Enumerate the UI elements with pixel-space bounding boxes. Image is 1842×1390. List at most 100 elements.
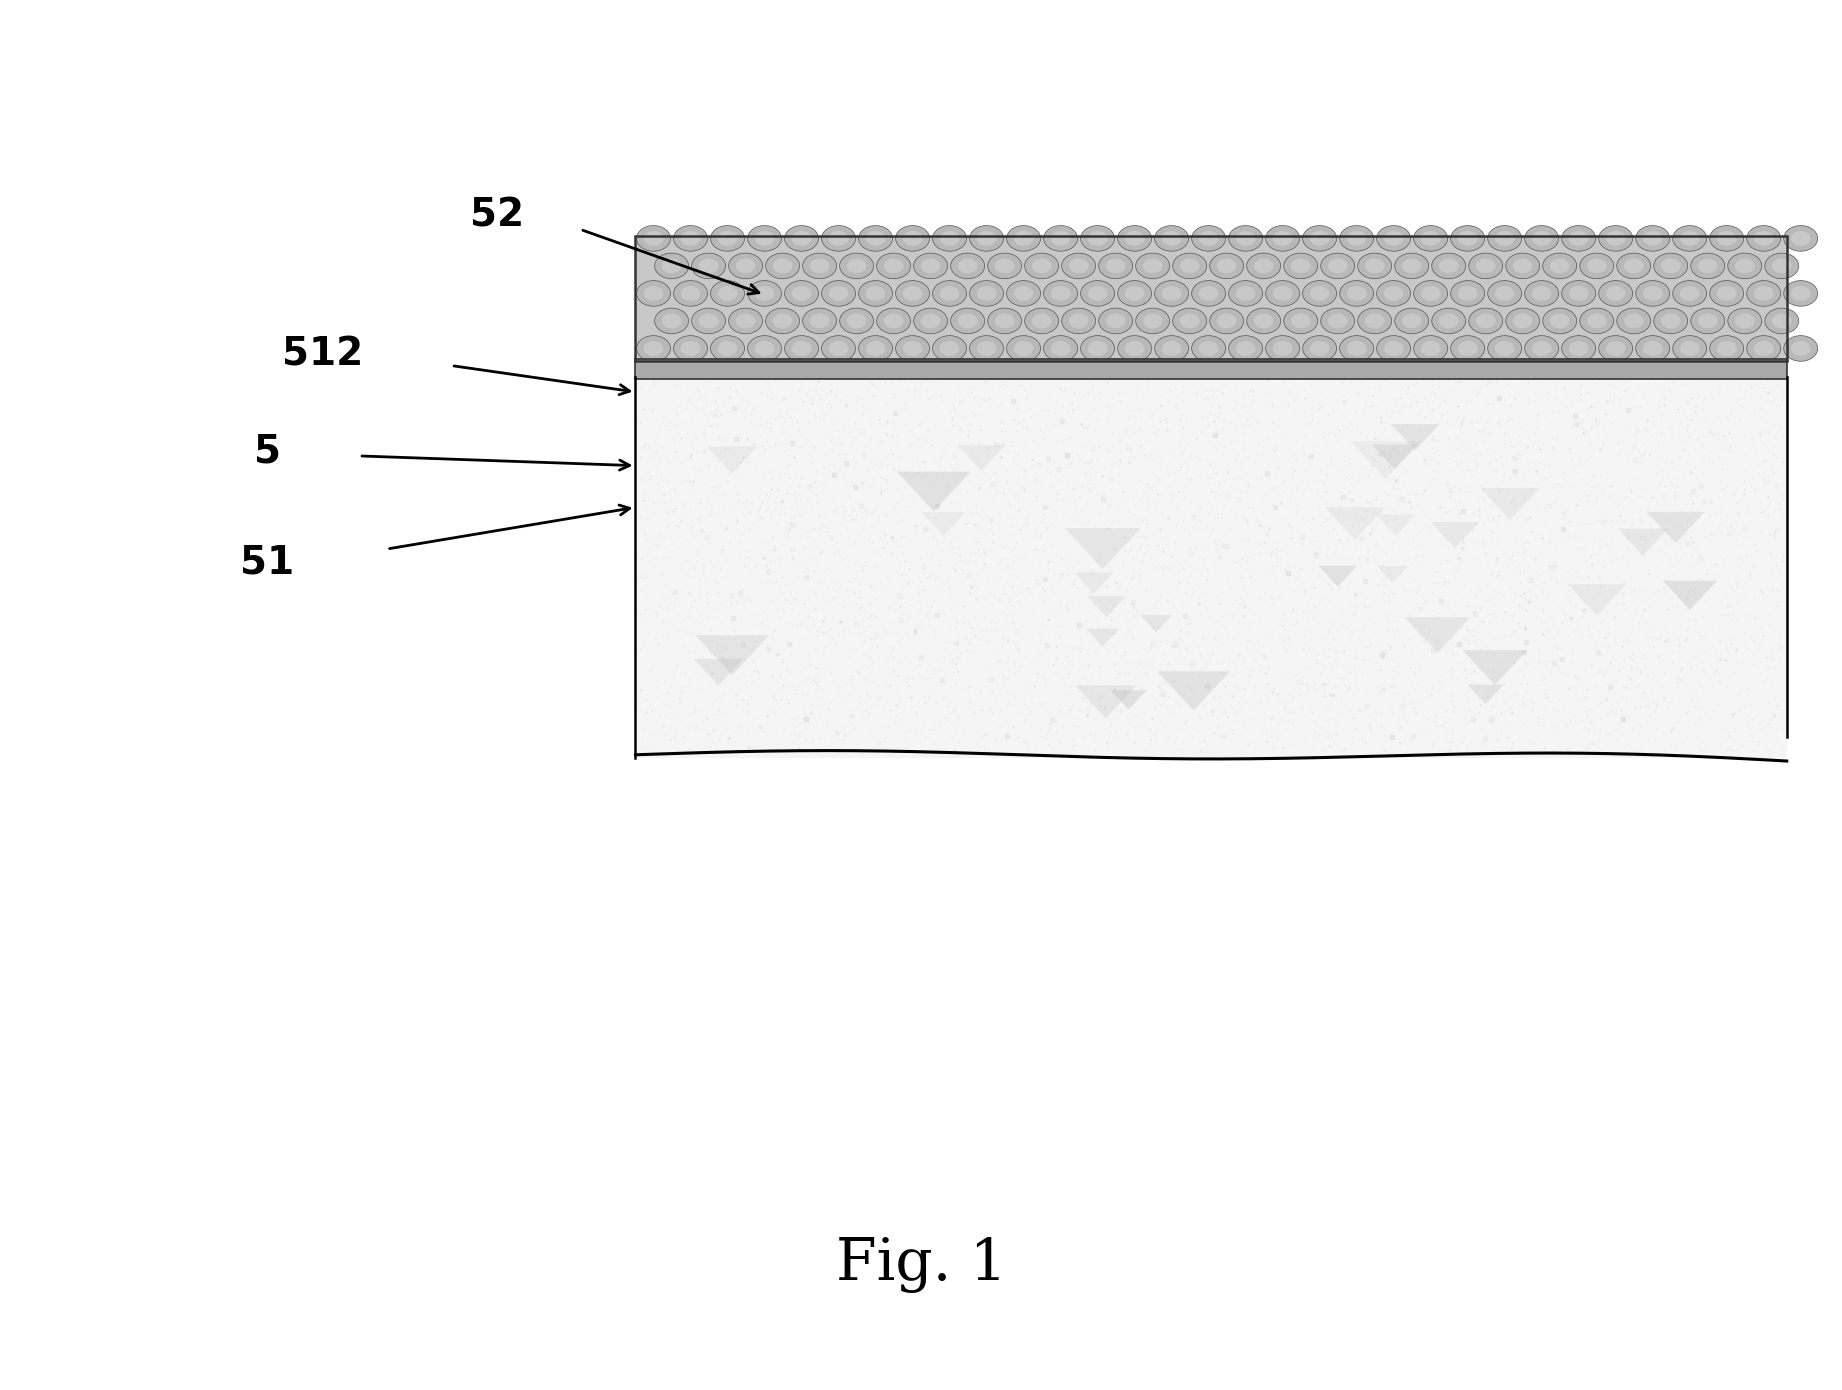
Circle shape <box>1625 314 1643 328</box>
Circle shape <box>711 281 744 306</box>
Circle shape <box>877 309 910 334</box>
Circle shape <box>1006 281 1041 306</box>
Circle shape <box>661 314 682 328</box>
Circle shape <box>1728 309 1761 334</box>
Circle shape <box>1383 341 1404 356</box>
Circle shape <box>1302 225 1337 252</box>
Circle shape <box>792 341 812 356</box>
Circle shape <box>1358 309 1393 334</box>
Circle shape <box>950 309 985 334</box>
Circle shape <box>772 314 792 328</box>
Circle shape <box>1310 286 1330 300</box>
Circle shape <box>1709 281 1744 306</box>
Circle shape <box>829 341 849 356</box>
Circle shape <box>1118 281 1151 306</box>
Circle shape <box>1451 335 1485 361</box>
Polygon shape <box>1350 441 1420 480</box>
Circle shape <box>1643 231 1663 246</box>
Circle shape <box>1525 225 1558 252</box>
Circle shape <box>1754 341 1774 356</box>
Polygon shape <box>1140 616 1172 632</box>
Circle shape <box>822 281 855 306</box>
Polygon shape <box>921 512 965 537</box>
Circle shape <box>1155 335 1188 361</box>
Circle shape <box>1098 309 1133 334</box>
Polygon shape <box>1087 628 1120 646</box>
Circle shape <box>674 281 707 306</box>
Circle shape <box>1494 341 1514 356</box>
Circle shape <box>866 286 886 300</box>
Circle shape <box>995 259 1015 274</box>
Circle shape <box>1210 253 1243 279</box>
Circle shape <box>792 286 812 300</box>
Circle shape <box>1192 335 1225 361</box>
Circle shape <box>958 314 978 328</box>
Circle shape <box>976 341 997 356</box>
Circle shape <box>718 286 737 300</box>
Circle shape <box>1105 314 1125 328</box>
Circle shape <box>1599 281 1632 306</box>
Circle shape <box>654 309 689 334</box>
Circle shape <box>1254 259 1273 274</box>
Circle shape <box>1525 335 1558 361</box>
Circle shape <box>1420 231 1440 246</box>
Circle shape <box>1691 309 1724 334</box>
Polygon shape <box>1087 596 1125 617</box>
Circle shape <box>1468 309 1503 334</box>
Circle shape <box>1105 259 1125 274</box>
Circle shape <box>1562 281 1595 306</box>
Circle shape <box>1044 335 1078 361</box>
Circle shape <box>1790 286 1811 300</box>
Circle shape <box>772 259 792 274</box>
Polygon shape <box>707 446 757 474</box>
Polygon shape <box>1319 566 1358 587</box>
Circle shape <box>1081 225 1114 252</box>
Circle shape <box>858 281 893 306</box>
Circle shape <box>1654 309 1687 334</box>
Circle shape <box>1137 253 1170 279</box>
Circle shape <box>718 341 737 356</box>
Circle shape <box>1394 309 1429 334</box>
Circle shape <box>1310 341 1330 356</box>
Circle shape <box>1680 341 1700 356</box>
Circle shape <box>1420 286 1440 300</box>
Circle shape <box>1032 314 1052 328</box>
Circle shape <box>785 225 818 252</box>
Circle shape <box>1050 286 1070 300</box>
Circle shape <box>829 231 849 246</box>
Text: 5: 5 <box>254 432 280 471</box>
Circle shape <box>1247 309 1280 334</box>
Circle shape <box>1173 253 1207 279</box>
Circle shape <box>766 309 799 334</box>
Circle shape <box>1376 335 1411 361</box>
Circle shape <box>1087 341 1107 356</box>
Circle shape <box>1569 231 1588 246</box>
Circle shape <box>939 286 960 300</box>
Circle shape <box>1494 286 1514 300</box>
Circle shape <box>969 335 1004 361</box>
Circle shape <box>1273 231 1293 246</box>
Circle shape <box>1654 253 1687 279</box>
Circle shape <box>691 253 726 279</box>
Polygon shape <box>1647 512 1704 543</box>
Circle shape <box>921 259 941 274</box>
Circle shape <box>1746 281 1781 306</box>
Circle shape <box>1488 335 1521 361</box>
Circle shape <box>1606 341 1626 356</box>
Circle shape <box>939 231 960 246</box>
Circle shape <box>1050 341 1070 356</box>
Circle shape <box>1347 231 1367 246</box>
Circle shape <box>914 253 947 279</box>
Circle shape <box>1173 309 1207 334</box>
Circle shape <box>1302 281 1337 306</box>
Circle shape <box>958 259 978 274</box>
Circle shape <box>1673 281 1708 306</box>
Circle shape <box>1068 259 1089 274</box>
Circle shape <box>1468 253 1503 279</box>
Circle shape <box>803 309 836 334</box>
Circle shape <box>932 281 967 306</box>
Circle shape <box>1087 286 1107 300</box>
Circle shape <box>858 225 893 252</box>
Circle shape <box>1488 225 1521 252</box>
Circle shape <box>1321 309 1354 334</box>
